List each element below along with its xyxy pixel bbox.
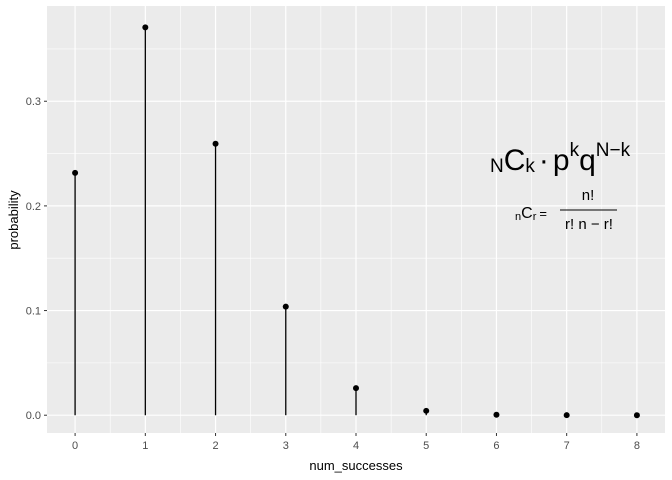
x-tick-label: 6 (493, 440, 499, 452)
formula-sup-k: k (570, 140, 580, 161)
formula-q: q (579, 144, 596, 177)
formula-sub-k: k (525, 156, 535, 177)
point-3 (282, 303, 289, 310)
comb-numerator: n! (582, 187, 595, 204)
combination-formula: nCr = (515, 205, 547, 223)
point-4 (353, 385, 359, 392)
y-axis-title: probability (6, 190, 21, 250)
y-tick-label: 0.0 (26, 410, 41, 422)
x-tick-label: 3 (283, 440, 289, 452)
formula-sub-n: N (490, 156, 504, 177)
x-tick-label: 7 (564, 440, 570, 452)
point-0 (72, 169, 79, 176)
y-tick-label: 0.3 (26, 96, 41, 108)
point-2 (212, 140, 219, 147)
x-tick-label: 0 (72, 440, 78, 452)
x-axis-title: num_successes (309, 458, 403, 473)
formula-sup-nk: N−k (596, 140, 631, 161)
comb-denominator: r! n − r! (565, 216, 613, 233)
point-8 (633, 412, 640, 419)
x-tick-label: 8 (634, 440, 640, 452)
data-marks (72, 24, 640, 419)
point-1 (142, 24, 149, 31)
point-5 (423, 407, 430, 414)
formula-dot: · (539, 144, 549, 177)
point-7 (563, 412, 570, 419)
x-tick-label: 1 (142, 440, 148, 452)
x-tick-label: 4 (353, 440, 359, 452)
formula-p: p (553, 144, 570, 177)
comb-c: C (521, 205, 533, 222)
y-tick-label: 0.2 (26, 201, 41, 213)
comb-equals: = (539, 206, 547, 221)
binomial-formula: NCk · pkqN−k (490, 140, 631, 177)
comb-sub-r: r (533, 211, 537, 223)
comb-sub-n: n (515, 211, 521, 223)
axes: 0.0 0.1 0.2 0.3 0 1 2 3 4 5 6 7 8 (26, 96, 640, 452)
x-tick-label: 2 (212, 440, 218, 452)
formula-c: C (504, 144, 526, 177)
point-6 (493, 411, 500, 418)
x-tick-label: 5 (423, 440, 429, 452)
y-tick-label: 0.1 (26, 306, 41, 318)
